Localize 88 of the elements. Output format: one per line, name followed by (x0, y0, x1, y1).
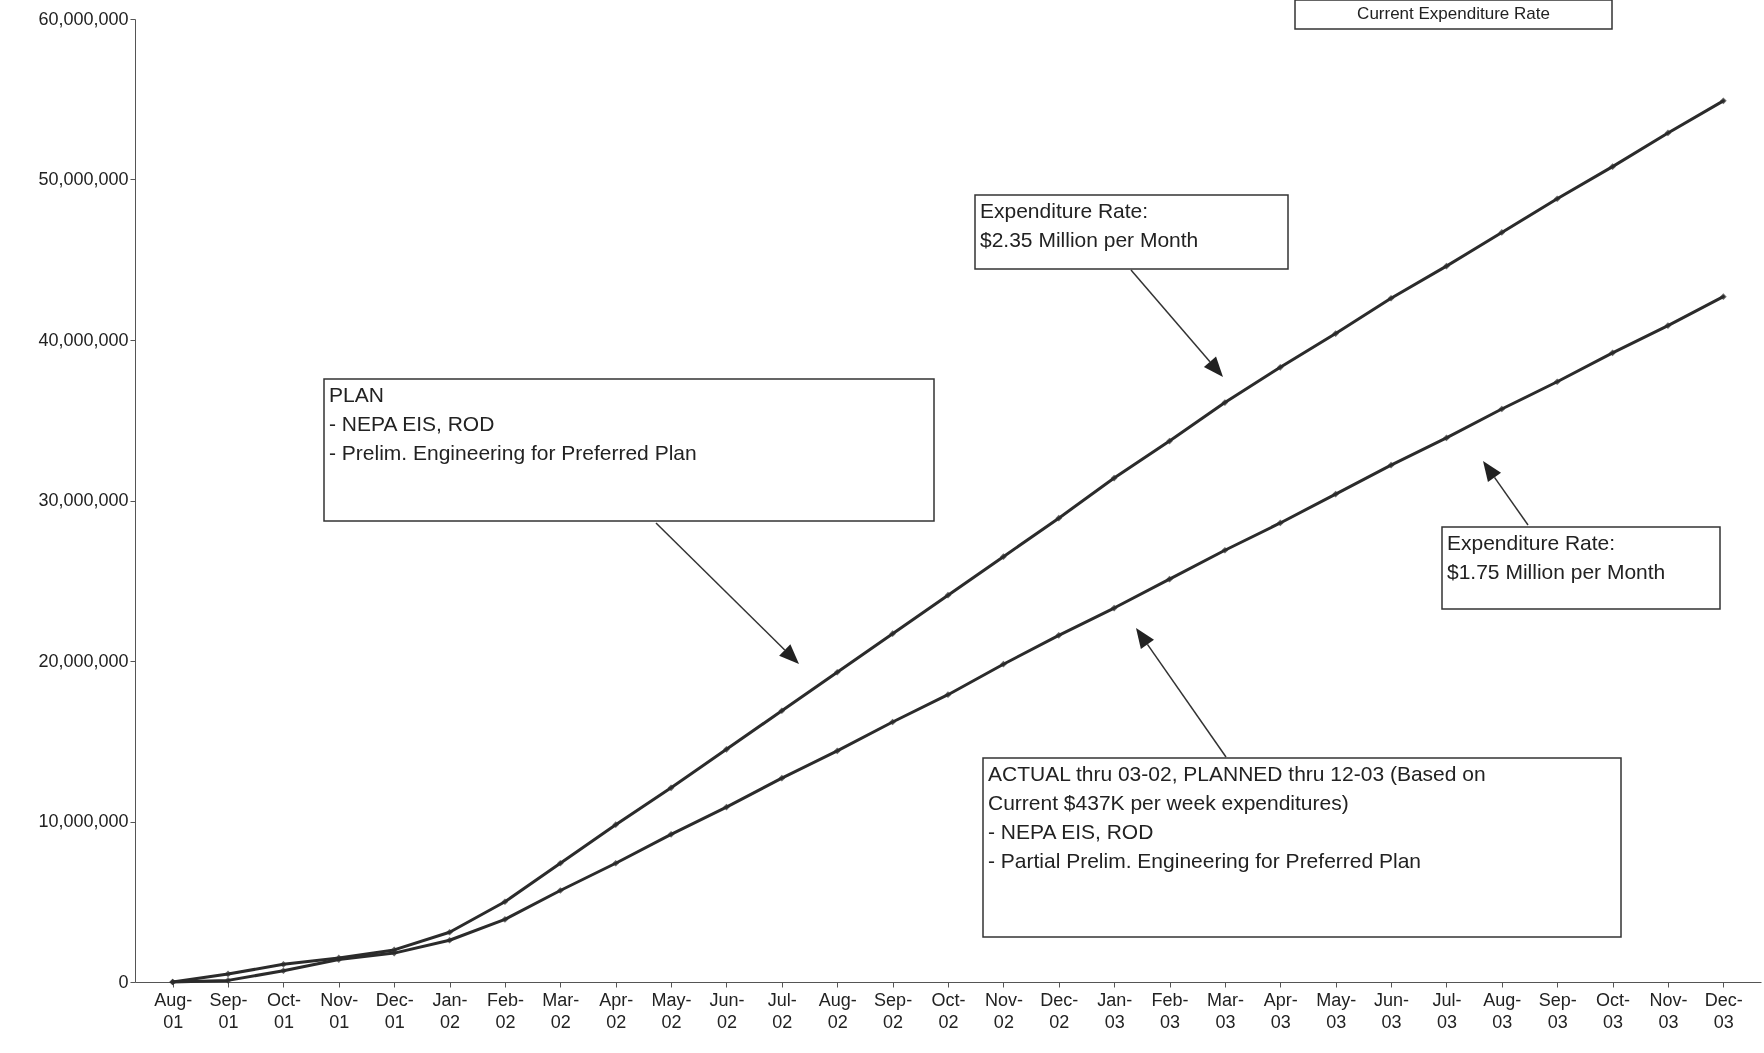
point (833, 668, 841, 676)
point (1000, 660, 1007, 668)
annotation: PLAN - NEPA EIS, ROD - Prelim. Engineering for Preferred Plan (329, 383, 697, 464)
y-tick-label: 0 (118, 971, 129, 992)
x-tick-label: Aug-02 (818, 989, 857, 1032)
x-tick-label: Nov-01 (320, 989, 359, 1032)
annotation: Expenditure Rate: $2.35 Million per Month (980, 199, 1199, 251)
point (833, 747, 841, 755)
point (667, 784, 675, 792)
point (501, 898, 509, 906)
x-tick-label: Apr-02 (599, 989, 634, 1032)
point (667, 830, 675, 838)
point (889, 630, 896, 638)
point (1332, 490, 1340, 498)
x-tick-label: Mar-02 (542, 989, 580, 1032)
point (280, 967, 287, 975)
x-tick-label: Nov-02 (984, 989, 1023, 1032)
point (1221, 546, 1229, 554)
x-tick-label: Sep-03 (1538, 989, 1577, 1032)
point (1498, 405, 1506, 413)
point (1332, 330, 1340, 337)
x-tick-label: Feb-03 (1151, 989, 1189, 1032)
x-tick-label: Oct-02 (931, 989, 966, 1032)
point (612, 821, 620, 829)
point (280, 960, 287, 968)
x-tick-label: Apr-03 (1263, 989, 1298, 1032)
point (1443, 262, 1450, 270)
point (1387, 461, 1395, 469)
x-tick-label: Oct-03 (1596, 989, 1631, 1032)
x-tick-label: Jun-02 (709, 989, 745, 1032)
y-tick-label: 50,000,000 (38, 169, 129, 189)
point (778, 707, 786, 715)
x-tick-label: Jan-02 (432, 989, 468, 1032)
y-tick-label: 60,000,000 (38, 8, 129, 29)
point (501, 916, 509, 923)
annotation: ACTUAL thru 03-02, PLANNED thru 12-03 (Based on Current $437K per week expenditures) - NEPA EIS, ROD - Partial Prelim. Engineering for Preferred Plan (988, 762, 1486, 872)
y-tick-label: 40,000,000 (38, 329, 129, 350)
point (1000, 553, 1007, 561)
point (1443, 434, 1450, 442)
point (1719, 293, 1727, 301)
point (556, 859, 564, 867)
point (778, 774, 786, 782)
point (1387, 294, 1395, 302)
point (944, 591, 952, 599)
x-tick-label: Aug-03 (1483, 989, 1522, 1032)
point (224, 970, 232, 978)
x-tick-label: Nov-03 (1649, 989, 1688, 1032)
y-tick-label: 10,000,000 (38, 811, 129, 831)
x-tick-label: May-03 (1316, 989, 1357, 1032)
point (1609, 349, 1616, 357)
point (1498, 229, 1506, 236)
point (1553, 195, 1561, 203)
annotation: Current Expenditure Rate (1357, 4, 1550, 23)
point (1719, 97, 1727, 105)
point (1055, 514, 1063, 522)
y-tick-label: 30,000,000 (38, 490, 129, 510)
point (446, 928, 453, 936)
x-tick-label: Feb-02 (486, 989, 524, 1032)
annotation: Expenditure Rate: $1.75 Million per Month (1447, 531, 1666, 583)
point (1276, 363, 1284, 371)
point (1553, 378, 1561, 386)
point (556, 887, 564, 894)
x-tick-label: Sep-01 (209, 989, 248, 1032)
x-tick-label: Dec-03 (1704, 989, 1743, 1032)
x-tick-label: Jul-02 (767, 989, 797, 1032)
point (1221, 399, 1229, 406)
point (944, 691, 952, 699)
point (723, 745, 730, 753)
x-tick-label: Jan-03 (1097, 989, 1133, 1032)
x-tick-label: Oct-01 (266, 989, 301, 1032)
point (1609, 163, 1616, 171)
x-tick-label: Mar-03 (1206, 989, 1244, 1032)
point (1276, 519, 1284, 527)
point (224, 977, 232, 984)
x-tick-label: May-02 (651, 989, 692, 1032)
point (1664, 129, 1672, 137)
x-tick-label: Dec-02 (1040, 989, 1079, 1032)
y-tick-label: 20,000,000 (38, 650, 129, 671)
x-tick-label: Aug-01 (154, 989, 193, 1032)
x-tick-label: Dec-01 (375, 989, 414, 1032)
point (1055, 631, 1063, 639)
point (446, 936, 453, 944)
x-tick-label: Jun-03 (1374, 989, 1410, 1032)
point (1110, 474, 1118, 482)
x-tick-label: Jul-03 (1432, 989, 1462, 1032)
point (1110, 604, 1118, 612)
x-tick-label: Sep-02 (874, 989, 913, 1032)
point (612, 859, 620, 867)
